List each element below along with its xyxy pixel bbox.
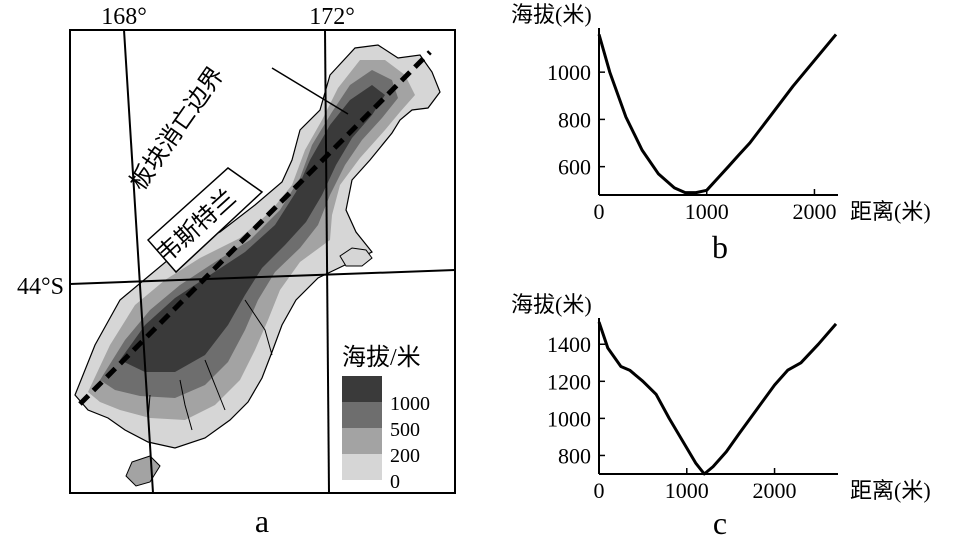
y-tick-label-b: 600	[558, 155, 591, 180]
caption-c: c	[713, 505, 727, 541]
x-tick-label-c: 2000	[753, 478, 797, 503]
legend-swatch-500	[342, 402, 382, 428]
caption-b: b	[712, 229, 728, 265]
x-axis-label-c: 距离(米)	[850, 478, 931, 503]
y-tick-label-c: 1000	[547, 406, 591, 431]
westland-label-box	[146, 167, 264, 274]
x-tick-label-c: 1000	[665, 478, 709, 503]
profile-chart-c: 800 1000 1200 1400 0 1000 2000 海拔(米) 距离(米) c	[511, 292, 931, 541]
y-tick-label-c: 1200	[547, 369, 591, 394]
x-tick-label-b: 0	[594, 199, 605, 224]
boundary-leader-line	[271, 67, 349, 115]
legend-swatch-0	[342, 454, 382, 480]
legend-swatch-1000	[342, 376, 382, 402]
lon-label-172: 172°	[309, 4, 355, 30]
profile-line-c	[597, 321, 838, 476]
y-tick-label-c: 1400	[547, 332, 591, 357]
graticule	[70, 30, 455, 493]
lon-label-168: 168°	[101, 4, 147, 30]
profile-line-b	[597, 33, 838, 195]
x-tick-label-b: 1000	[685, 199, 729, 224]
x-tick-label-b: 2000	[792, 199, 836, 224]
elevation-above-1000	[120, 85, 385, 372]
legend-label-500: 500	[390, 419, 420, 441]
legend-swatch-200	[342, 428, 382, 454]
y-tick-label-b: 1000	[547, 60, 591, 85]
legend: 海拔/米 1000 500 200 0	[342, 344, 430, 493]
parallel-44s	[70, 269, 455, 285]
legend-label-200: 200	[390, 445, 420, 467]
south-island-landmass	[70, 30, 455, 493]
lat-label-44s: 44°S	[17, 274, 64, 300]
profile-chart-b: 600 800 1000 0 1000 2000 海拔(米) 距离(米) b	[511, 2, 931, 265]
x-tick-label-c: 0	[594, 478, 605, 503]
y-tick-label-b: 800	[558, 107, 591, 132]
plate-boundary-line	[78, 50, 432, 406]
x-axis-label-b: 距离(米)	[850, 199, 931, 224]
legend-title: 海拔/米	[342, 344, 421, 371]
legend-label-0: 0	[390, 471, 400, 493]
y-tick-label-c: 800	[558, 443, 591, 468]
meridian-172	[324, 30, 330, 493]
y-axis-label-b: 海拔(米)	[511, 2, 592, 27]
rivers	[147, 299, 273, 431]
y-axis-label-c: 海拔(米)	[511, 292, 592, 317]
caption-a: a	[255, 503, 269, 539]
meridian-168	[123, 30, 154, 493]
legend-label-1000: 1000	[390, 393, 430, 415]
peninsula	[339, 247, 373, 267]
map-a: 板块消亡边界 韦斯特兰 168° 172° 44°S 海拔/米 1000 500…	[17, 4, 456, 539]
